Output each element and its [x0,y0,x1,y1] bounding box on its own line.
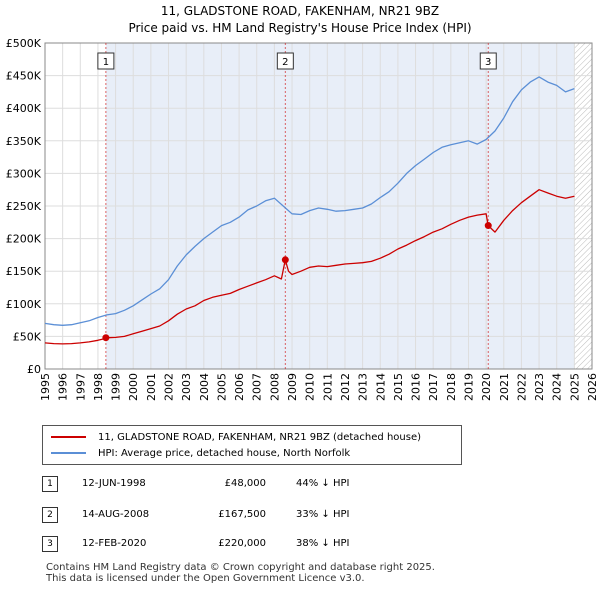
x-tick-label: 2005 [215,373,228,401]
transaction-label-number: 1 [103,57,109,68]
y-tick-label: £0 [27,363,41,376]
x-tick-label: 2020 [480,373,493,401]
transaction-price: £48,000 [224,478,266,489]
y-tick-label: £250K [6,200,42,213]
legend-swatch-hpi [51,452,86,454]
transaction-number: 1 [42,476,58,492]
y-tick-label: £500K [6,37,42,50]
sale-point [484,222,492,230]
x-tick-label: 2018 [445,373,458,401]
price-chart: £0 £50K £100K £150K £200K £250K £300K £350K £400… [6,37,599,401]
y-tick-label: £400K [6,102,42,115]
x-tick-label: 2004 [198,373,211,401]
hpi-line [44,76,575,326]
y-tick-label: £450K [6,70,42,83]
transaction-hpi-diff: 44% ↓ HPI [296,478,350,489]
x-tick-label: 1999 [110,373,123,401]
x-tick-label: 2000 [127,373,140,401]
transaction-label-box [276,52,294,70]
legend-item-property: 11, GLADSTONE ROAD, FAKENHAM, NR21 9BZ (… [51,430,421,444]
x-tick-label: 2014 [374,373,387,401]
transaction-label-number: 3 [485,57,491,68]
transaction-hpi-diff: 38% ↓ HPI [296,538,350,549]
x-tick-label: 2023 [533,373,546,401]
x-tick-label: 2009 [286,373,299,401]
y-tick-label: £150K [6,265,42,278]
x-tick-label: 2002 [163,373,176,401]
footer-line-2: This data is licensed under the Open Gov… [46,573,365,584]
x-tick-label: 1995 [39,373,52,401]
transaction-price: £220,000 [218,538,266,549]
table-row: 1 12-JUN-1998 £48,000 44% ↓ HPI [42,476,562,492]
x-tick-label: 2021 [498,373,511,401]
x-tick-label: 2017 [427,373,440,401]
transaction-number: 2 [42,507,58,523]
transaction-label-box [97,52,115,70]
chart-title-line-1: 11, GLADSTONE ROAD, FAKENHAM, NR21 9BZ [160,4,440,18]
transaction-date: 12-FEB-2020 [82,538,147,549]
x-tick-label: 2025 [568,373,581,401]
x-tick-label: 2003 [180,373,193,401]
x-tick-label: 2008 [268,373,281,401]
chart-title-line-2: Price paid vs. HM Land Registry's House … [128,21,472,35]
table-row: 3 12-FEB-2020 £220,000 38% ↓ HPI [42,536,562,552]
footer-note: Contains HM Land Registry data © Crown c… [46,562,435,584]
table-row: 2 14-AUG-2008 £167,500 33% ↓ HPI [42,507,562,523]
x-tick-label: 2024 [551,373,564,401]
x-tick-label: 1998 [92,373,105,401]
chart-legend: 11, GLADSTONE ROAD, FAKENHAM, NR21 9BZ (… [42,425,462,465]
legend-label-hpi: HPI: Average price, detached house, Nort… [98,447,351,459]
sale-point [102,334,110,342]
x-tick-label: 2001 [145,373,158,401]
x-tick-label: 2022 [515,373,528,401]
x-tick-label: 2007 [251,373,264,401]
transaction-price: £167,500 [218,509,266,520]
legend-swatch-property [51,436,86,438]
property-price-line [44,189,575,345]
x-tick-label: 2013 [357,373,370,401]
y-tick-label: £100K [6,298,42,311]
y-tick-label: £200K [6,233,42,246]
y-tick-label: £350K [6,135,42,148]
sale-point [281,256,289,264]
transaction-label-box [479,52,497,70]
y-tick-label: £50K [13,330,42,343]
transaction-date: 12-JUN-1998 [82,478,146,489]
transaction-label-number: 2 [282,57,288,68]
x-tick-label: 2019 [462,373,475,401]
plot-frame [44,42,593,370]
transaction-number: 3 [42,536,58,552]
transaction-date: 14-AUG-2008 [82,509,150,520]
x-tick-label: 2015 [392,373,405,401]
y-tick-label: £300K [6,167,42,180]
x-tick-label: 2011 [321,373,334,401]
x-tick-label: 2026 [586,373,599,401]
legend-item-hpi: HPI: Average price, detached house, Nort… [51,446,350,460]
x-tick-label: 2010 [304,373,317,401]
transaction-hpi-diff: 33% ↓ HPI [296,509,350,520]
legend-label-property: 11, GLADSTONE ROAD, FAKENHAM, NR21 9BZ (… [98,431,422,443]
footer-line-1: Contains HM Land Registry data © Crown c… [46,562,435,573]
x-tick-label: 2012 [339,373,352,401]
x-tick-label: 1997 [74,373,87,401]
x-tick-label: 1996 [57,373,70,401]
x-tick-label: 2006 [233,373,246,401]
x-tick-label: 2016 [410,373,423,401]
